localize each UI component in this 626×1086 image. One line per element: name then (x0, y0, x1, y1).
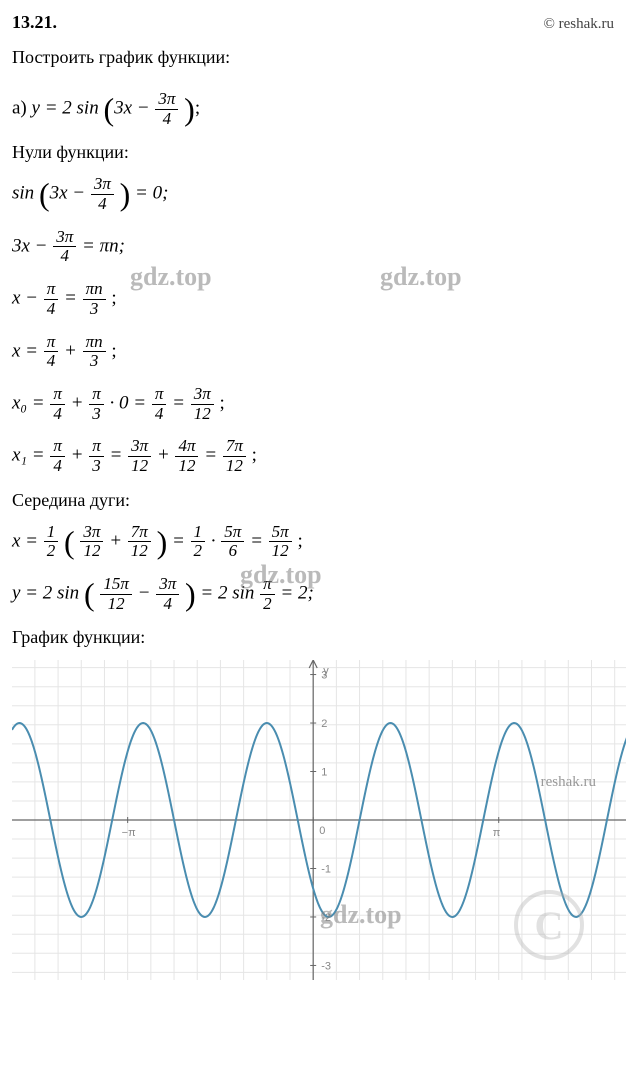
eq-line-7: x = 12 ( 3π12 + 7π12 ) = 12 · 5π6 = 5π12… (12, 523, 614, 561)
instruction: Построить график функции: (12, 47, 614, 68)
eq-line-4: x = π4 + πn3 ; (12, 333, 614, 371)
problem-number: 13.21. (12, 12, 57, 33)
zeros-label: Нули функции: (12, 142, 614, 163)
svg-text:-1: -1 (321, 864, 331, 876)
function-chart: yx-3-2-1123−π0π C (12, 660, 614, 980)
svg-text:π: π (493, 827, 501, 839)
site-credit: © reshak.ru (543, 16, 614, 33)
equation-a: а) y = 2 sin (3x − 3π4 ); (12, 90, 614, 128)
site-credit-bottom: reshak.ru (541, 774, 596, 791)
eq-line-1: sin (3x − 3π4 ) = 0; (12, 175, 614, 213)
graph-label: График функции: (12, 627, 614, 648)
svg-text:-3: -3 (321, 961, 331, 973)
eq-line-6: x₁ = π4 + π3 = 3π12 + 4π12 = 7π12 ; (12, 437, 614, 475)
eq-line-3: x − π4 = πn3 ; (12, 280, 614, 318)
svg-text:1: 1 (321, 767, 327, 779)
svg-text:−π: −π (122, 827, 136, 839)
copyright-icon: C (514, 890, 584, 960)
svg-text:0: 0 (319, 825, 325, 837)
arc-label: Середина дуги: (12, 490, 614, 511)
svg-text:2: 2 (321, 718, 327, 730)
eq-line-8: y = 2 sin ( 15π12 − 3π4 ) = 2 sin π2 = 2… (12, 575, 614, 613)
svg-text:3: 3 (321, 670, 327, 682)
eq-line-5: x₀ = π4 + π3 · 0 = π4 = 3π12 ; (12, 385, 614, 423)
eq-line-2: 3x − 3π4 = πn; (12, 228, 614, 266)
